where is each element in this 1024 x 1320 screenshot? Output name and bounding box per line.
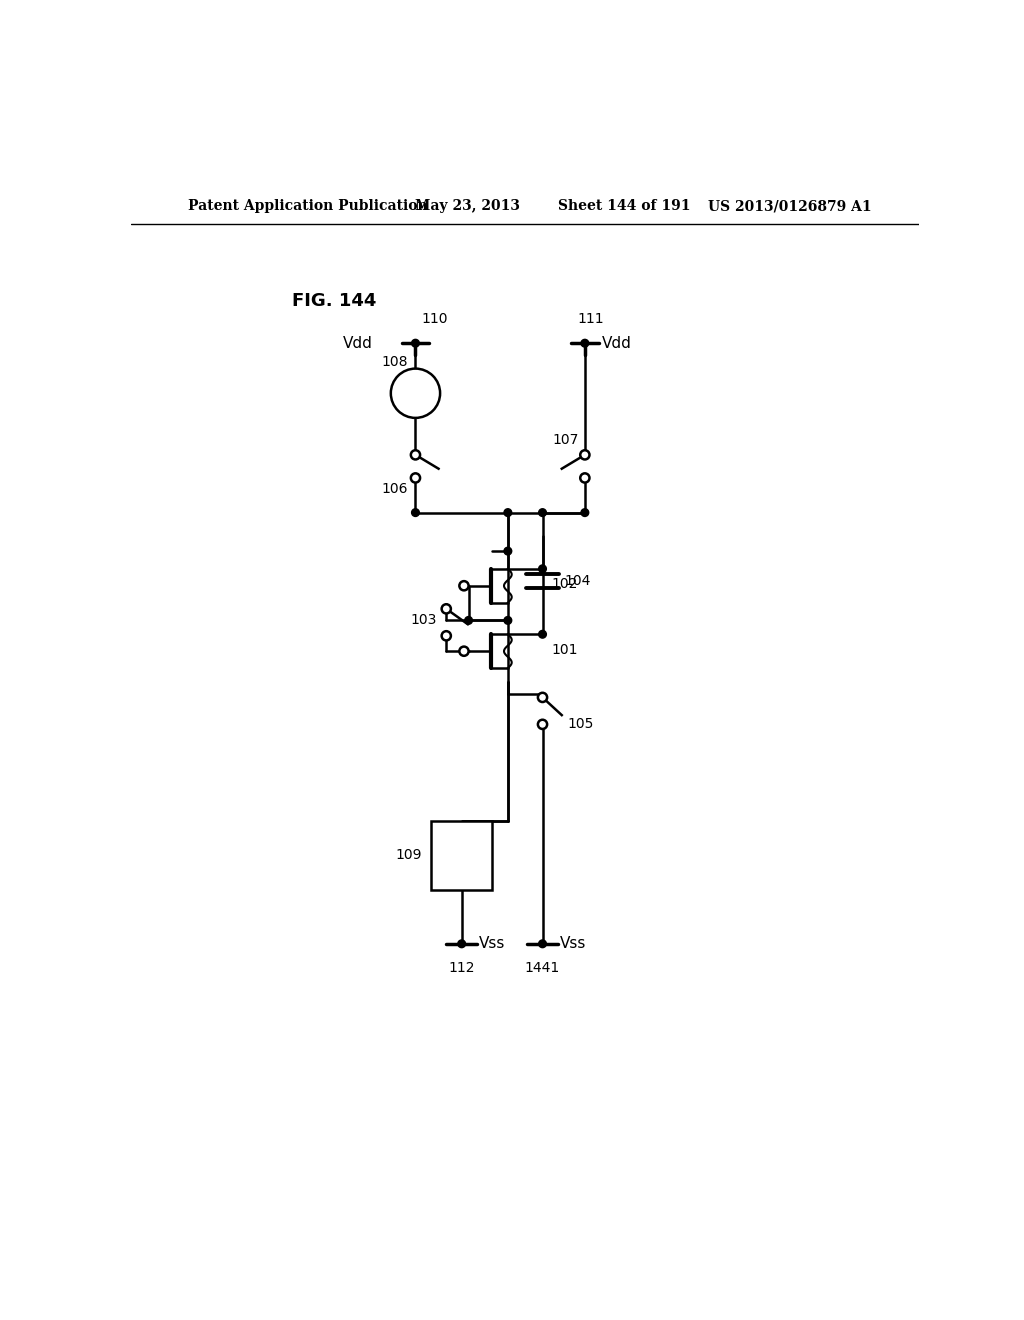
Text: Vdd: Vdd <box>343 335 373 351</box>
Text: FIG. 144: FIG. 144 <box>292 292 377 310</box>
Text: 111: 111 <box>578 313 604 326</box>
Circle shape <box>581 339 589 347</box>
Text: Sheet 144 of 191: Sheet 144 of 191 <box>558 199 690 213</box>
Circle shape <box>581 474 590 483</box>
Circle shape <box>539 631 547 638</box>
Circle shape <box>460 647 469 656</box>
Text: 106: 106 <box>381 482 408 496</box>
Circle shape <box>539 508 547 516</box>
Text: May 23, 2013: May 23, 2013 <box>416 199 520 213</box>
Circle shape <box>538 693 547 702</box>
Text: 103: 103 <box>411 614 437 627</box>
Circle shape <box>581 508 589 516</box>
Circle shape <box>411 450 420 459</box>
Circle shape <box>538 719 547 729</box>
Circle shape <box>458 940 466 948</box>
Text: 105: 105 <box>567 717 594 731</box>
Circle shape <box>504 508 512 516</box>
Text: 112: 112 <box>449 961 475 974</box>
Text: 107: 107 <box>552 433 579 447</box>
Text: 110: 110 <box>422 313 449 326</box>
Text: 109: 109 <box>395 849 422 862</box>
Text: 104: 104 <box>564 574 591 589</box>
Circle shape <box>441 605 451 614</box>
Text: 102: 102 <box>552 577 579 591</box>
Text: Vss: Vss <box>478 936 505 952</box>
Text: 1441: 1441 <box>525 961 560 974</box>
Circle shape <box>504 548 512 554</box>
Text: Patent Application Publication: Patent Application Publication <box>188 199 428 213</box>
Text: 108: 108 <box>381 355 408 370</box>
Text: Vss: Vss <box>559 936 586 952</box>
Circle shape <box>539 940 547 948</box>
Text: 101: 101 <box>552 643 579 656</box>
Circle shape <box>412 339 419 347</box>
Text: US 2013/0126879 A1: US 2013/0126879 A1 <box>708 199 871 213</box>
Circle shape <box>539 565 547 573</box>
Circle shape <box>460 581 469 590</box>
Circle shape <box>504 616 512 624</box>
Circle shape <box>411 474 420 483</box>
Circle shape <box>581 450 590 459</box>
Circle shape <box>412 508 419 516</box>
Text: Vdd: Vdd <box>602 335 632 351</box>
Circle shape <box>391 368 440 418</box>
Circle shape <box>465 616 472 624</box>
Bar <box>431 821 493 890</box>
Circle shape <box>441 631 451 640</box>
